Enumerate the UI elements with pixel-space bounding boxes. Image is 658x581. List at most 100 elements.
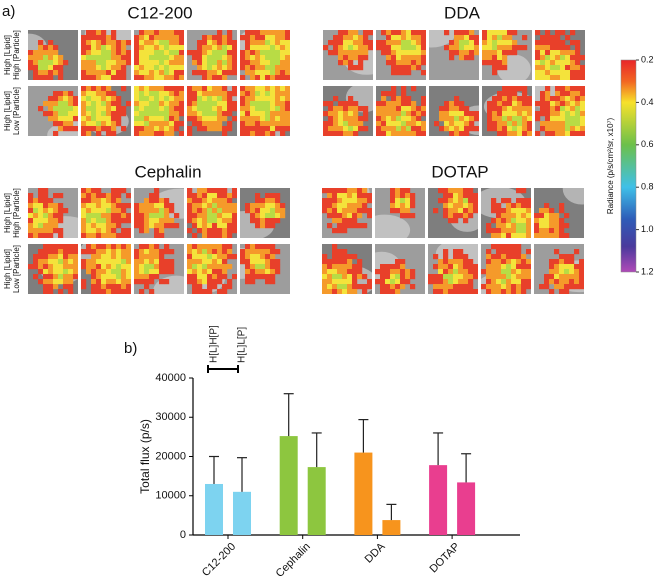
- signal-pixel: [347, 289, 353, 294]
- signal-pixel: [48, 269, 54, 275]
- signal-pixel: [391, 111, 397, 117]
- signal-pixel: [86, 106, 92, 112]
- signal-pixel: [517, 106, 523, 112]
- signal-pixel: [250, 259, 256, 265]
- signal-pixel: [265, 111, 271, 117]
- signal-pixel: [159, 203, 165, 209]
- signal-pixel: [580, 111, 585, 117]
- image-tile: [322, 244, 372, 294]
- signal-pixel: [497, 65, 503, 71]
- signal-pixel: [544, 279, 550, 285]
- signal-pixel: [322, 188, 328, 194]
- signal-pixel: [187, 228, 193, 234]
- image-tile: [376, 86, 426, 136]
- signal-pixel: [555, 101, 561, 107]
- signal-pixel: [106, 75, 112, 80]
- signal-pixel: [43, 223, 49, 229]
- image-tile: [81, 30, 131, 80]
- signal-pixel: [126, 40, 131, 46]
- signal-pixel: [511, 259, 517, 265]
- signal-pixel: [58, 126, 64, 132]
- signal-pixel: [217, 279, 223, 285]
- signal-pixel: [212, 208, 218, 214]
- signal-pixel: [73, 126, 78, 132]
- signal-pixel: [468, 213, 474, 219]
- signal-pixel: [73, 264, 78, 270]
- signal-pixel: [73, 269, 78, 275]
- signal-pixel: [280, 35, 286, 41]
- signal-pixel: [245, 254, 251, 260]
- signal-pixel: [265, 75, 271, 80]
- signal-pixel: [265, 91, 271, 97]
- signal-pixel: [101, 213, 107, 219]
- signal-pixel: [362, 193, 368, 199]
- signal-pixel: [492, 70, 498, 76]
- signal-pixel: [245, 60, 251, 66]
- signal-pixel: [406, 50, 412, 56]
- signal-pixel: [352, 198, 358, 204]
- signal-pixel: [492, 101, 498, 107]
- signal-pixel: [197, 223, 203, 229]
- signal-pixel: [275, 259, 281, 265]
- signal-pixel: [565, 75, 571, 80]
- signal-pixel: [327, 269, 333, 275]
- signal-pixel: [333, 45, 339, 51]
- signal-pixel: [342, 264, 348, 270]
- signal-pixel: [381, 116, 387, 122]
- signal-pixel: [322, 284, 328, 290]
- signal-pixel: [81, 259, 87, 265]
- signal-pixel: [554, 259, 560, 265]
- signal-pixel: [53, 121, 59, 127]
- signal-pixel: [58, 249, 64, 255]
- signal-pixel: [270, 249, 276, 255]
- signal-pixel: [144, 269, 150, 275]
- signal-pixel: [134, 86, 140, 92]
- signal-pixel: [491, 269, 497, 275]
- signal-pixel: [328, 40, 334, 46]
- signal-pixel: [285, 50, 290, 56]
- signal-pixel: [337, 218, 343, 224]
- x-tick-label: DDA: [363, 540, 388, 565]
- signal-pixel: [159, 96, 165, 102]
- signal-pixel: [169, 269, 175, 275]
- signal-pixel: [232, 55, 237, 61]
- signal-pixel: [362, 188, 368, 194]
- signal-pixel: [544, 208, 550, 214]
- signal-pixel: [169, 116, 175, 122]
- signal-pixel: [443, 249, 449, 255]
- signal-pixel: [169, 249, 175, 255]
- signal-pixel: [526, 259, 531, 265]
- signal-pixel: [265, 40, 271, 46]
- signal-pixel: [416, 121, 422, 127]
- signal-pixel: [197, 55, 203, 61]
- signal-pixel: [486, 254, 492, 260]
- signal-pixel: [560, 111, 566, 117]
- signal-pixel: [512, 50, 518, 56]
- signal-pixel: [106, 264, 112, 270]
- signal-pixel: [570, 91, 576, 97]
- signal-pixel: [400, 269, 406, 275]
- signal-pixel: [270, 65, 276, 71]
- signal-pixel: [33, 218, 39, 224]
- signal-pixel: [48, 40, 54, 46]
- signal-pixel: [521, 223, 527, 229]
- signal-pixel: [164, 213, 170, 219]
- signal-pixel: [240, 65, 246, 71]
- signal-pixel: [217, 40, 223, 46]
- signal-pixel: [144, 50, 150, 56]
- signal-pixel: [111, 279, 117, 285]
- signal-pixel: [126, 233, 131, 238]
- signal-pixel: [86, 188, 92, 194]
- signal-pixel: [43, 203, 49, 209]
- signal-pixel: [134, 65, 140, 71]
- signal-pixel: [227, 218, 233, 224]
- signal-pixel: [506, 208, 512, 214]
- signal-pixel: [164, 244, 170, 250]
- signal-pixel: [126, 213, 131, 219]
- signal-pixel: [522, 96, 528, 102]
- signal-pixel: [497, 96, 503, 102]
- signal-pixel: [212, 116, 218, 122]
- signal-pixel: [565, 106, 571, 112]
- signal-pixel: [101, 106, 107, 112]
- signal-pixel: [347, 193, 353, 199]
